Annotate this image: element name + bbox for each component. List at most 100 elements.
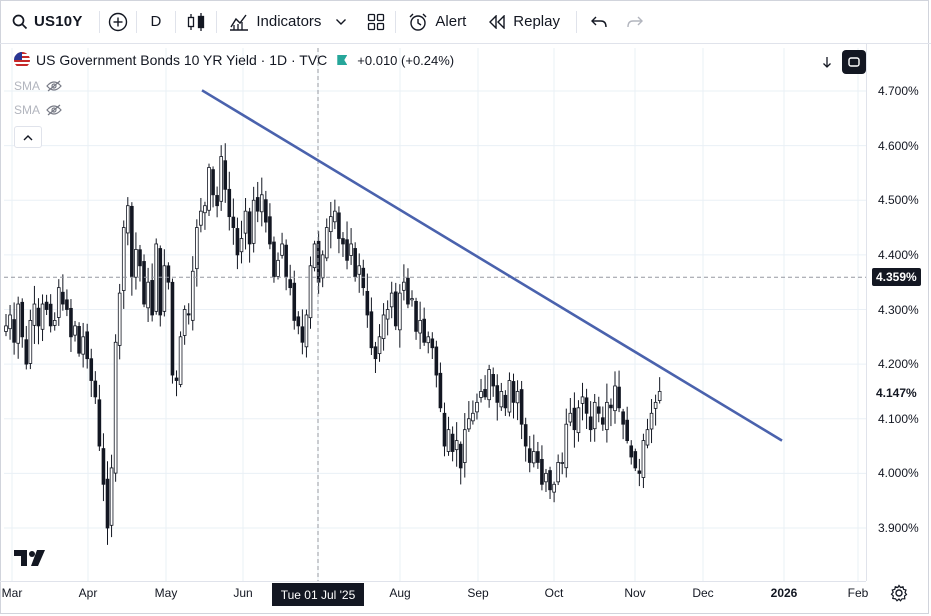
candle-body [268,216,272,245]
candle-body [430,338,435,349]
undo-button[interactable] [577,0,621,43]
candle-body [454,440,459,451]
legend-title[interactable]: US Government Bonds 10 YR Yield · 1D · T… [36,52,328,68]
toolbar-divider [135,10,137,33]
candle-body [601,417,605,425]
candle-body [515,391,520,404]
candle-body [483,389,487,398]
candle-body [365,290,370,316]
candle-body [186,313,191,316]
compare-button[interactable] [100,0,136,43]
candle-body [81,336,85,355]
candle-body [65,299,69,310]
alert-button[interactable]: Alert [396,0,474,43]
tradingview-logo[interactable] [14,548,46,573]
time-scale[interactable] [0,581,866,614]
candle-body [255,197,260,212]
layout-button[interactable] [357,0,395,43]
candle-body [48,303,53,327]
candle-body [564,423,569,469]
candle-body [389,292,394,308]
candle-body [527,448,532,463]
chart-type-button[interactable] [176,0,216,43]
candle-body [93,380,98,398]
candle-body [203,205,207,214]
replay-button[interactable]: Replay [474,0,568,43]
candle-body [154,243,159,312]
indicator-sma-2[interactable]: SMA [14,103,62,117]
price-tick-label: 3.900% [878,521,919,535]
candle-body [402,281,406,291]
candle-body [499,391,504,408]
candle-body [101,448,106,485]
candle-body [588,416,593,431]
indicators-dropdown-button[interactable] [329,0,357,43]
trendline[interactable] [201,89,783,442]
candle-body [304,314,309,348]
price-tick-label: 4.000% [878,466,919,481]
candle-body [288,279,292,289]
candle-body [259,194,264,213]
crosshair-price-badge: 4.359% [872,268,921,287]
candle-body [138,249,142,267]
candle-body [292,282,297,321]
redo-button[interactable] [621,0,649,43]
candle-body [572,407,577,431]
price-scale[interactable] [866,44,929,581]
eye-hidden-icon[interactable] [46,104,62,116]
candle-body [592,401,597,430]
candle-body [568,412,573,423]
candle-body [621,411,625,425]
time-tick-label: Dec [692,586,714,600]
candle-body [142,261,146,305]
interval-button[interactable]: D [137,0,176,43]
candle-body [576,407,581,434]
us-flag-icon [14,52,30,68]
alert-label: Alert [435,13,467,30]
candle-body [121,227,126,291]
candle-body [605,401,609,431]
candle-body [377,336,382,355]
candle-body [596,406,601,414]
candle-body [536,451,540,463]
candle-body [491,374,495,387]
candle-body [609,404,613,409]
time-tick-label: Apr [78,586,98,600]
candle-body [166,265,171,283]
time-tick-label: Nov [624,586,646,600]
candle-body [195,227,199,270]
candle-body [617,386,621,409]
candle-body [653,401,658,409]
toolbar-divider [395,10,397,33]
scroll-down-button[interactable] [815,50,839,74]
candle-body [316,240,321,283]
maximize-button[interactable] [842,50,866,74]
grid-layout-icon [368,13,385,30]
candle-body [190,270,195,321]
candle-body [418,320,422,334]
indicator-sma-1[interactable]: SMA [14,79,62,93]
candle-body [117,292,122,346]
candle-body [126,205,130,234]
maximize-icon [848,57,860,67]
candle-body [645,429,650,446]
settings-button[interactable] [890,584,908,607]
candle-body [89,358,94,381]
candle-body [641,440,646,478]
candle-body [77,326,81,354]
collapse-legend-button[interactable] [14,126,42,148]
eye-hidden-icon[interactable] [46,80,62,92]
candle-body [475,401,479,413]
indicator-label: SMA [14,79,41,93]
indicators-button[interactable]: Indicators [217,0,329,43]
candle-body [467,418,471,430]
candle-body [613,385,617,412]
candle-body [8,314,12,330]
candle-body [170,281,175,376]
candle-body [398,292,402,331]
candle-body [52,320,57,326]
candle-body [349,243,353,256]
symbol-search-button[interactable]: US10Y [0,0,91,43]
candle-body [97,399,102,447]
